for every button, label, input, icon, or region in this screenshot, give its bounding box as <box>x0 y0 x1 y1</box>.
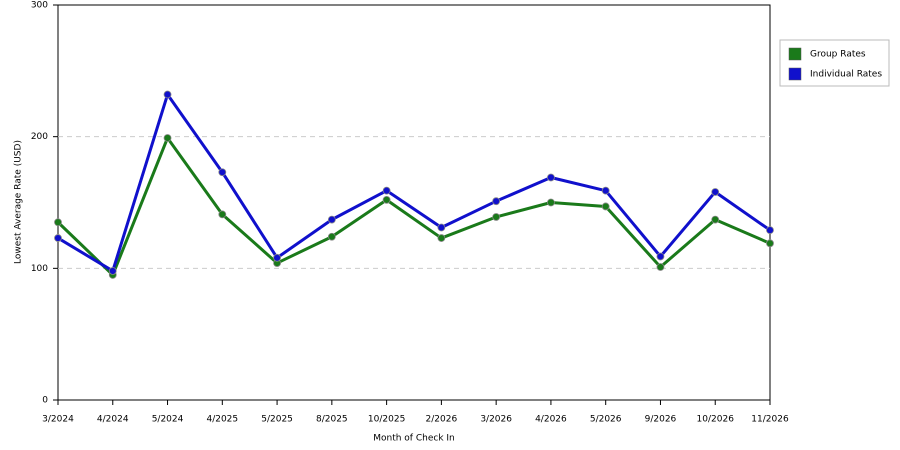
data-point <box>547 173 555 182</box>
series-line <box>57 93 771 273</box>
data-point <box>108 267 117 275</box>
data-point <box>437 223 446 232</box>
data-point <box>382 186 391 195</box>
y-tick-label: 200 <box>31 132 48 142</box>
data-point <box>711 215 720 224</box>
x-axis-label: Month of Check In <box>373 434 455 444</box>
data-point <box>547 198 555 207</box>
data-point <box>492 197 501 206</box>
x-tick-label: 8/2025 <box>316 415 348 425</box>
legend-label: Group Rates <box>810 50 866 60</box>
data-point <box>766 226 774 235</box>
x-tick-label: 10/2026 <box>697 415 735 425</box>
x-tick-label: 5/2025 <box>261 415 293 425</box>
x-tick-label: 4/2024 <box>97 415 129 425</box>
x-tick-label: 4/2026 <box>535 415 567 425</box>
x-tick-label: 5/2026 <box>590 415 622 425</box>
data-point <box>163 134 172 142</box>
data-point <box>656 252 665 261</box>
data-point <box>711 188 720 196</box>
series-line <box>56 136 771 277</box>
legend-label: Individual Rates <box>810 70 882 80</box>
data-point <box>327 232 336 241</box>
data-point <box>327 215 336 224</box>
x-tick-label: 9/2026 <box>645 415 677 425</box>
data-point <box>656 263 665 271</box>
x-tick-label: 4/2025 <box>206 415 238 425</box>
data-point <box>273 253 281 262</box>
data-point <box>766 239 774 248</box>
y-tick-label: 100 <box>31 264 48 274</box>
x-tick-label: 3/2026 <box>480 415 512 425</box>
plot-frame <box>57 4 771 401</box>
data-point <box>218 168 227 177</box>
x-tick-label: 5/2024 <box>152 415 184 425</box>
data-point <box>54 234 62 242</box>
x-tick-label: 3/2024 <box>42 415 74 425</box>
data-point <box>218 210 227 219</box>
legend-swatch <box>788 47 802 61</box>
x-tick-label: 2/2026 <box>426 415 458 425</box>
y-tick-label: 300 <box>31 1 48 11</box>
x-tick-label: 11/2026 <box>751 415 789 425</box>
data-point <box>437 234 446 242</box>
data-point <box>54 218 62 227</box>
y-axis-label: Lowest Average Rate (USD) <box>14 140 24 264</box>
legend-swatch <box>788 67 802 81</box>
data-point <box>163 90 172 99</box>
y-tick-label: 0 <box>42 396 48 406</box>
data-point <box>382 195 391 204</box>
data-point <box>601 202 610 211</box>
data-point <box>492 213 501 221</box>
x-tick-label: 10/2025 <box>368 415 405 425</box>
data-point <box>601 186 610 195</box>
